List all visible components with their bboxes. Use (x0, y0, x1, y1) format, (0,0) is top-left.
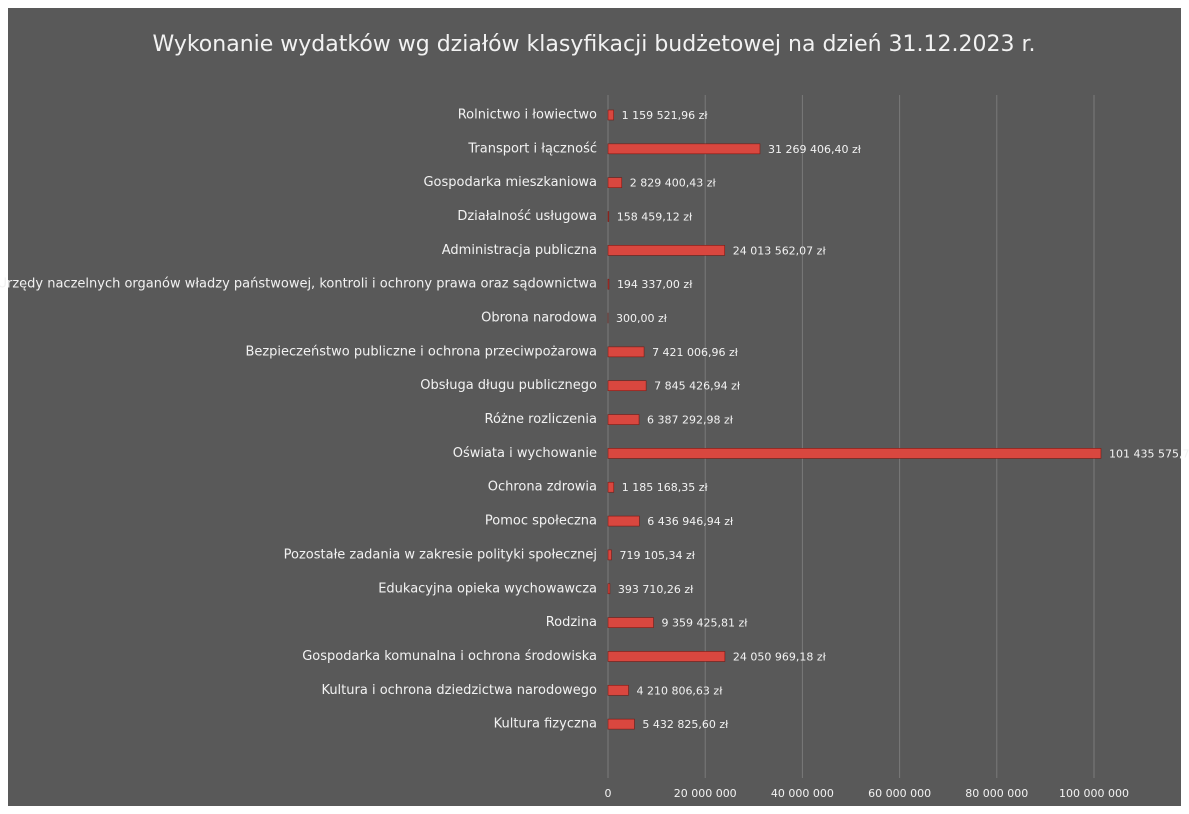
y-tick-label: Gospodarka komunalna i ochrona środowisk… (302, 649, 597, 664)
chart-background (8, 8, 1181, 806)
bar (607, 448, 1102, 459)
y-tick-label: Rolnictwo i łowiectwo (458, 108, 597, 123)
chart-title: Wykonanie wydatków wg działów klasyfikac… (152, 32, 1035, 57)
value-label: 1 159 521,96 zł (622, 109, 709, 122)
x-tick-label: 0 (605, 787, 612, 800)
bar (607, 651, 726, 662)
x-tick-label: 40 000 000 (771, 787, 834, 800)
y-tick-label: Oświata i wychowanie (453, 446, 597, 461)
bar (607, 481, 615, 493)
bar (607, 245, 726, 256)
y-tick-label: Kultura i ochrona dziedzictwa narodowego (321, 683, 597, 698)
y-tick-label: Działalność usługowa (457, 209, 597, 224)
y-tick-label: Administracja publiczna (442, 243, 597, 258)
bar (607, 143, 761, 155)
bar (607, 346, 645, 358)
x-tick-label: 100 000 000 (1059, 787, 1129, 800)
value-label: 24 050 969,18 zł (733, 650, 827, 663)
value-label: 2 829 400,43 zł (630, 177, 717, 190)
y-tick-label: Bezpieczeństwo publiczne i ochrona przec… (245, 344, 597, 359)
value-label: 719 105,34 zł (619, 549, 695, 562)
bar (607, 617, 654, 628)
value-label: 24 013 562,07 zł (733, 244, 827, 257)
y-tick-label: Transport i łączność (467, 141, 597, 156)
bar (607, 515, 640, 527)
value-label: 393 710,26 zł (618, 583, 694, 596)
value-label: 4 210 806,63 zł (636, 684, 723, 697)
y-tick-label: Edukacyjna opieka wychowawcza (378, 581, 597, 596)
y-tick-label: Rodzina (546, 615, 597, 630)
value-label: 6 436 946,94 zł (647, 515, 734, 528)
y-tick-label: Urzędy naczelnych organów władzy państwo… (0, 277, 597, 292)
bar (607, 583, 611, 595)
y-tick-label: Gospodarka mieszkaniowa (423, 175, 597, 190)
y-tick-label: Ochrona zdrowia (488, 480, 597, 495)
bar (607, 278, 610, 290)
bar (607, 109, 614, 121)
value-label: 7 845 426,94 zł (654, 380, 741, 393)
y-tick-label: Kultura fizyczna (494, 717, 597, 732)
x-tick-label: 20 000 000 (674, 787, 737, 800)
bar (607, 211, 610, 222)
value-label: 194 337,00 zł (617, 278, 693, 291)
value-label: 9 359 425,81 zł (661, 617, 748, 630)
y-tick-label: Różne rozliczenia (485, 412, 597, 427)
bar (607, 684, 629, 696)
bar (607, 177, 623, 188)
value-label: 5 432 825,60 zł (642, 718, 729, 731)
value-label: 158 459,12 zł (617, 211, 693, 224)
y-tick-label: Obsługa długu publicznego (420, 378, 597, 393)
y-tick-label: Obrona narodowa (481, 311, 597, 326)
bar (607, 718, 635, 730)
x-tick-label: 60 000 000 (868, 787, 931, 800)
value-label: 101 435 575,75 (1109, 447, 1189, 460)
value-label: 1 185 168,35 zł (622, 481, 709, 494)
bar (607, 380, 647, 392)
value-label: 31 269 406,40 zł (768, 143, 862, 156)
value-label: 7 421 006,96 zł (652, 346, 739, 359)
bar (607, 414, 640, 425)
bar (607, 549, 612, 561)
x-tick-label: 80 000 000 (965, 787, 1028, 800)
value-label: 300,00 zł (616, 312, 668, 325)
y-tick-label: Pomoc społeczna (485, 514, 597, 529)
y-tick-label: Pozostałe zadania w zakresie polityki sp… (284, 547, 597, 562)
value-label: 6 387 292,98 zł (647, 414, 734, 427)
